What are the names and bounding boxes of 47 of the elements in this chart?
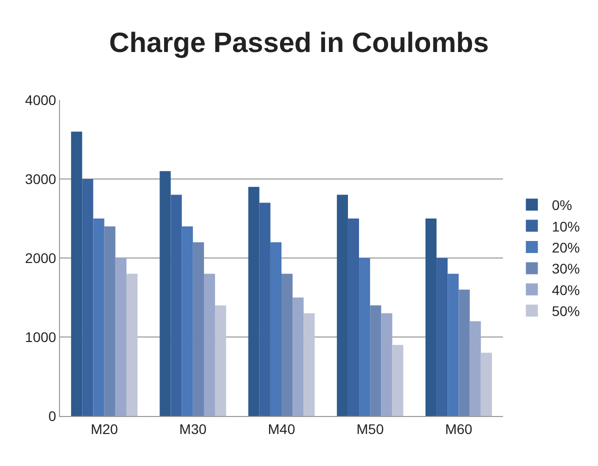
legend-label: 0% (552, 197, 572, 214)
bar (160, 171, 171, 416)
x-tick-label: M40 (268, 420, 296, 437)
bar (348, 218, 360, 416)
bar (336, 194, 348, 416)
bar (248, 186, 260, 416)
bar (470, 321, 481, 416)
bar (215, 305, 226, 416)
bar (304, 313, 315, 416)
bar (170, 194, 182, 416)
bar (115, 258, 126, 416)
legend-label: 10% (552, 218, 580, 234)
legend-label: 30% (552, 260, 580, 277)
x-tick-label: M20 (90, 420, 118, 437)
y-tick-label: 3000 (25, 170, 56, 187)
bar (370, 305, 382, 416)
x-tick-label: M50 (356, 420, 384, 437)
chart-title: Charge Passed in Coulombs (109, 27, 489, 58)
bar (270, 242, 282, 416)
bar (458, 290, 470, 416)
bar (282, 274, 293, 416)
bar (448, 274, 459, 416)
bar (425, 218, 437, 416)
legend-label: 20% (552, 239, 580, 256)
bar (359, 258, 370, 416)
bar (480, 352, 492, 416)
x-tick-label: M60 (445, 420, 473, 437)
legend-label: 40% (552, 282, 580, 298)
bar (93, 218, 104, 416)
legend-label: 50% (552, 303, 580, 320)
bar (182, 226, 193, 416)
y-tick-label: 1000 (25, 328, 56, 345)
bar (71, 132, 82, 416)
bar (104, 226, 116, 416)
bar (259, 202, 270, 416)
bar (126, 274, 138, 416)
bar (392, 344, 404, 416)
bar (436, 258, 448, 416)
bar (381, 313, 392, 416)
x-tick-label: M30 (179, 420, 207, 437)
y-tick-label: 4000 (25, 92, 56, 108)
bar (192, 242, 204, 416)
bar (204, 274, 216, 416)
y-tick-label: 2000 (25, 250, 56, 266)
bar (292, 298, 304, 416)
bar (82, 179, 94, 416)
y-tick-label: 0 (48, 408, 56, 424)
